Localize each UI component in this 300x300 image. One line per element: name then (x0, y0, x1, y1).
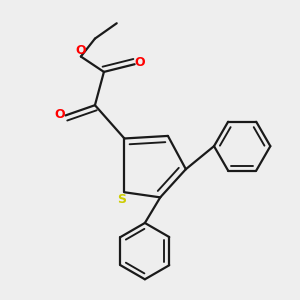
Text: O: O (54, 108, 65, 121)
Text: O: O (75, 44, 86, 57)
Text: O: O (134, 56, 145, 69)
Text: S: S (117, 194, 126, 206)
